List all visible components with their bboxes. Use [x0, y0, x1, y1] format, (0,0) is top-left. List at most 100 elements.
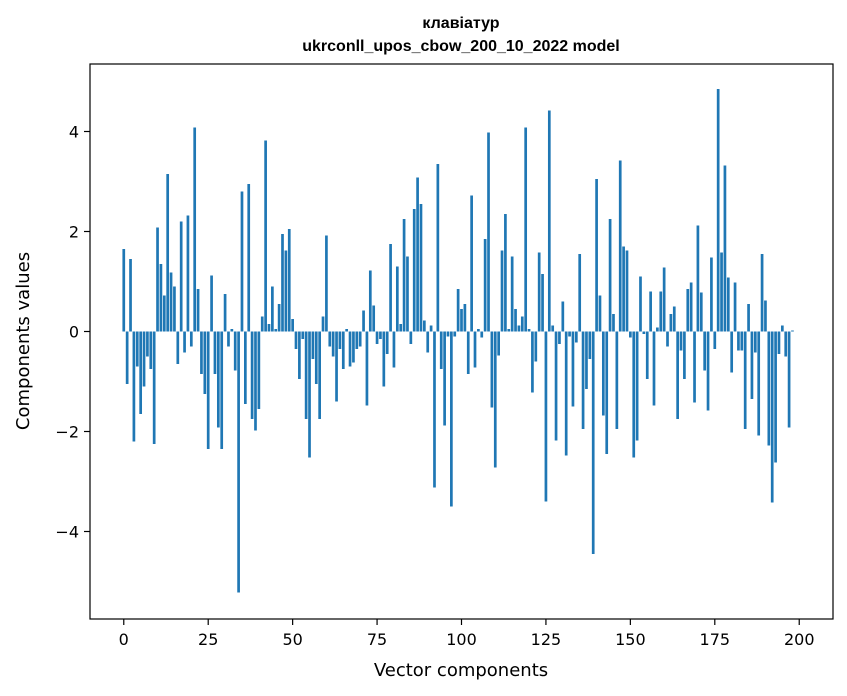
bar-193: [774, 331, 777, 463]
bar-142: [601, 331, 605, 416]
bar-186: [750, 331, 754, 399]
bar-62: [331, 331, 335, 357]
bar-80: [392, 331, 396, 368]
bar-160: [662, 267, 666, 332]
bar-170: [696, 225, 700, 332]
bar-21: [193, 127, 197, 332]
bar-55: [308, 331, 311, 458]
bar-129: [558, 331, 561, 344]
bar-17: [179, 221, 183, 332]
bar-61: [328, 331, 332, 347]
bar-34: [237, 331, 240, 593]
bar-154: [642, 331, 646, 334]
bar-117: [517, 325, 521, 332]
x-tick-label: 125: [531, 630, 562, 649]
x-tick-label: 0: [119, 630, 129, 649]
chart-title-line1: клавіатур: [422, 15, 499, 32]
bar-118: [520, 316, 524, 332]
bar-66: [345, 329, 349, 332]
bar-196: [784, 331, 788, 357]
bar-115: [510, 256, 514, 332]
bar-6: [142, 331, 146, 387]
bar-8: [149, 331, 153, 369]
bar-136: [581, 331, 585, 429]
bar-89: [423, 320, 426, 332]
bar-182: [737, 331, 740, 351]
bar-26: [210, 275, 213, 332]
bar-64: [338, 331, 342, 349]
bar-88: [419, 204, 423, 332]
bar-155: [645, 331, 649, 379]
bar-28: [216, 331, 220, 428]
x-tick-label: 100: [446, 630, 477, 649]
bar-188: [757, 331, 761, 436]
bar-60: [325, 235, 328, 332]
bar-37: [247, 184, 251, 332]
bar-82: [399, 324, 403, 332]
bar-152: [635, 331, 639, 441]
bar-100: [460, 309, 463, 332]
bar-56: [311, 331, 315, 359]
bar-185: [747, 304, 750, 332]
bar-65: [341, 331, 345, 369]
bar-45: [274, 329, 278, 332]
bar-195: [780, 325, 784, 332]
bar-50: [291, 319, 294, 332]
bar-91: [429, 325, 433, 332]
bar-85: [409, 331, 413, 344]
bar-174: [710, 257, 713, 332]
bar-70: [358, 331, 362, 347]
bar-53: [301, 331, 305, 339]
y-axis-label: Components values: [13, 252, 34, 430]
bar-109: [490, 331, 494, 408]
y-tick-label: −4: [55, 523, 79, 542]
bar-59: [321, 316, 325, 332]
x-tick-label: 200: [784, 630, 815, 649]
bar-2: [129, 259, 132, 332]
bar-107: [483, 239, 487, 332]
bar-83: [402, 219, 406, 332]
bar-98: [453, 331, 457, 337]
bar-79: [389, 244, 392, 332]
bar-13: [166, 174, 170, 332]
bar-138: [588, 331, 592, 359]
bar-176: [716, 89, 720, 332]
bar-189: [760, 254, 764, 332]
bar-40: [257, 331, 261, 409]
bar-121: [531, 331, 534, 393]
bar-119: [524, 127, 528, 332]
bar-94: [439, 331, 443, 369]
bar-57: [314, 331, 318, 384]
bar-76: [379, 331, 382, 339]
bar-179: [726, 277, 730, 332]
bar-144: [608, 219, 612, 332]
bar-0: [122, 249, 126, 332]
bar-146: [615, 331, 619, 429]
bar-147: [618, 160, 622, 332]
bar-184: [743, 331, 747, 429]
bar-151: [632, 331, 636, 458]
bar-54: [304, 331, 308, 419]
bar-104: [473, 331, 477, 368]
bar-86: [412, 209, 416, 332]
bar-75: [375, 331, 379, 344]
bar-10: [156, 227, 159, 332]
bar-1: [125, 331, 129, 384]
bar-25: [206, 331, 210, 449]
bar-194: [777, 331, 781, 354]
bar-67: [348, 331, 352, 367]
bar-35: [240, 191, 244, 332]
bar-105: [477, 329, 480, 332]
bar-72: [365, 331, 369, 406]
bar-49: [287, 229, 291, 332]
bar-32: [230, 329, 234, 332]
bar-159: [659, 291, 663, 332]
bar-96: [446, 331, 450, 337]
bar-173: [706, 331, 710, 411]
bar-23: [200, 331, 203, 374]
bar-9: [152, 331, 156, 444]
bar-12: [162, 295, 166, 332]
bar-181: [733, 282, 737, 332]
bar-133: [571, 331, 575, 407]
